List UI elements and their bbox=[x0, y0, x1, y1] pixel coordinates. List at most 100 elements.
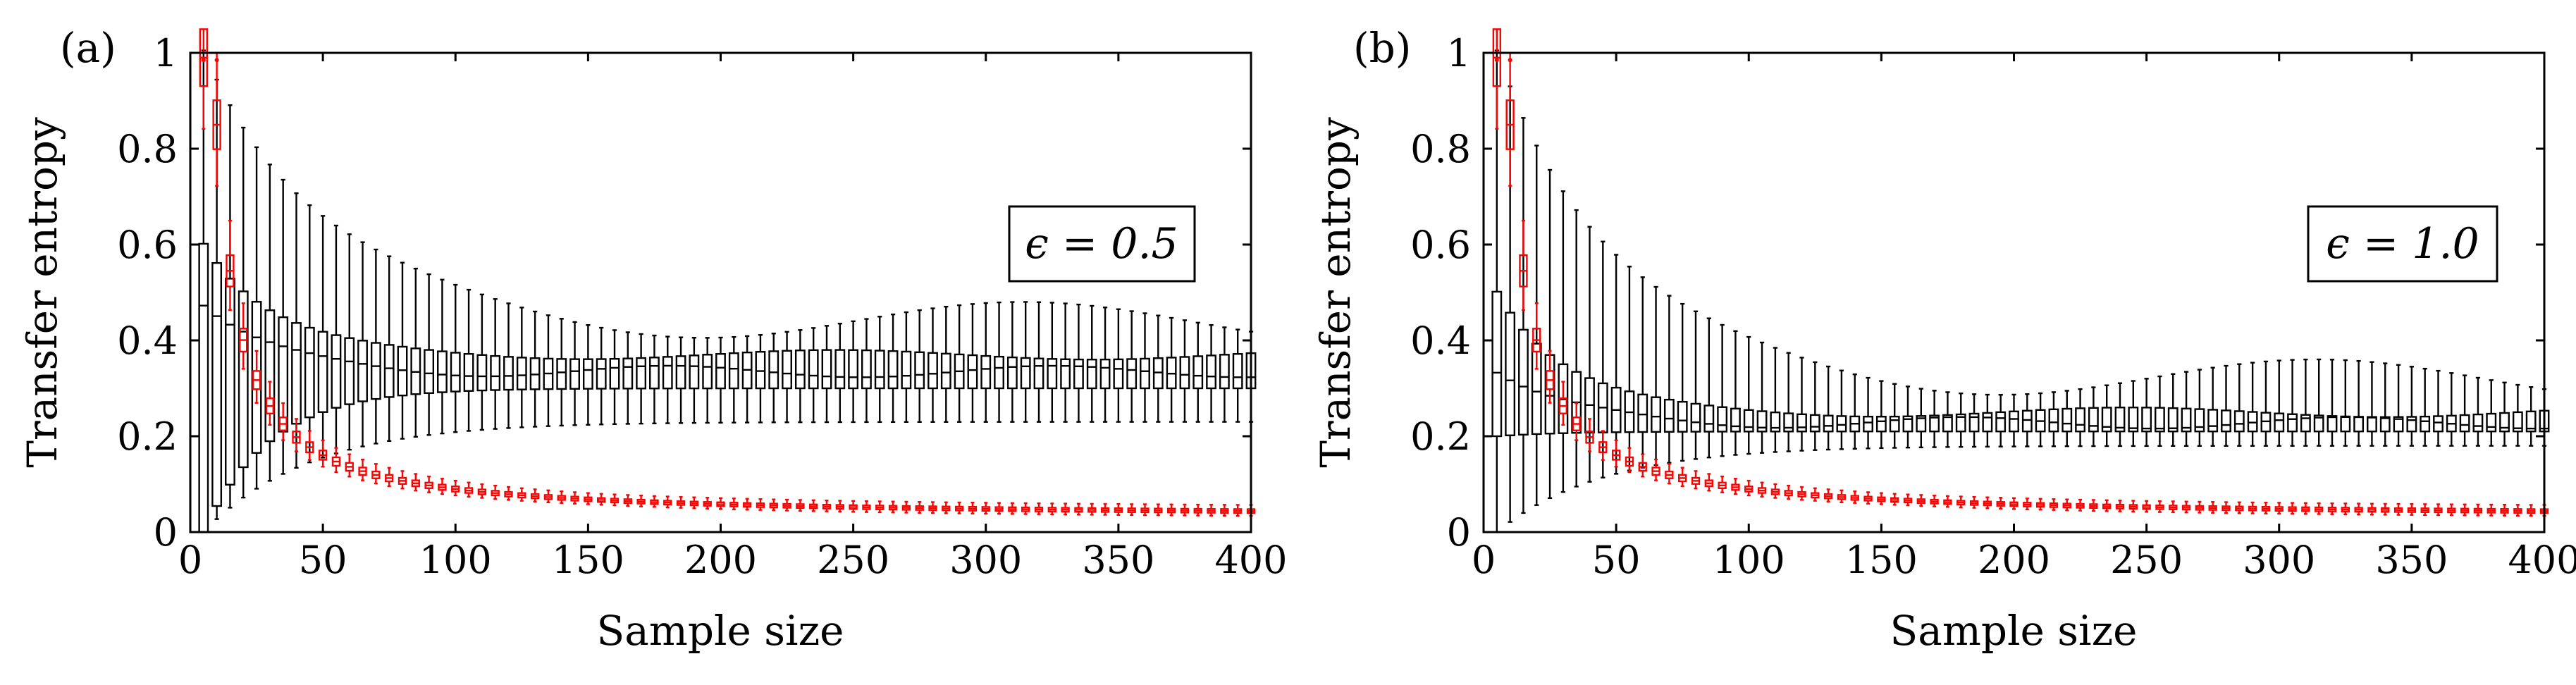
x-tick-label: 150 bbox=[552, 538, 624, 582]
black-box-85 bbox=[1703, 317, 1715, 459]
red-box-300 bbox=[2274, 502, 2284, 515]
black-box-140 bbox=[556, 318, 567, 427]
black-box-250 bbox=[2141, 378, 2152, 448]
panel-b-annotation-box bbox=[2307, 205, 2498, 283]
red-box-170 bbox=[1930, 494, 1939, 507]
panel-b-annotation: ϵ = 1.0 bbox=[2326, 219, 2479, 269]
panel-a-xlabel: Sample size bbox=[597, 607, 844, 655]
black-box-345 bbox=[1099, 307, 1111, 423]
panel-b-label: (b) bbox=[1353, 24, 1411, 72]
black-box-375 bbox=[2472, 376, 2484, 447]
black-box-225 bbox=[782, 331, 792, 424]
red-box-135 bbox=[1837, 489, 1847, 504]
black-box-270 bbox=[2194, 369, 2205, 447]
red-box-230 bbox=[2089, 499, 2098, 512]
black-box-305 bbox=[994, 301, 1004, 423]
panel-a-annotation-box bbox=[1008, 205, 1196, 283]
black-box-135 bbox=[543, 314, 554, 427]
panel-a-label: (a) bbox=[60, 24, 116, 72]
red-box-335 bbox=[2367, 502, 2377, 516]
red-box-340 bbox=[1087, 502, 1097, 516]
x-tick-label: 200 bbox=[1978, 538, 2050, 582]
x-tick-label: 400 bbox=[1214, 538, 1287, 582]
red-box-40 bbox=[1585, 418, 1594, 452]
red-box-265 bbox=[2181, 500, 2191, 514]
black-box-295 bbox=[967, 303, 978, 423]
red-box-245 bbox=[2128, 500, 2138, 513]
black-box-145 bbox=[1863, 376, 1873, 450]
red-box-15 bbox=[226, 219, 235, 311]
red-box-355 bbox=[2420, 503, 2429, 517]
red-box-80 bbox=[1691, 470, 1701, 490]
black-box-215 bbox=[2048, 391, 2059, 448]
black-box-150 bbox=[582, 323, 593, 426]
black-box-365 bbox=[1152, 314, 1164, 423]
black-box-200 bbox=[715, 336, 726, 424]
panel-a-ticks: 0 50 100 150 200 250 300 350 400 0 0.2 0.4 0.6 0.8 1 bbox=[117, 31, 1287, 582]
black-box-335 bbox=[1073, 303, 1084, 423]
black-box-370 bbox=[1166, 316, 1177, 423]
black-box-385 bbox=[1206, 323, 1216, 423]
red-box-45 bbox=[1598, 430, 1608, 461]
x-tick-label: 0 bbox=[1472, 538, 1496, 582]
black-box-30 bbox=[1558, 190, 1569, 493]
red-box-360 bbox=[2434, 503, 2443, 517]
x-tick-label: 50 bbox=[299, 538, 347, 582]
red-box-220 bbox=[769, 498, 778, 512]
x-tick-label: 300 bbox=[949, 538, 1022, 582]
x-tick-label: 200 bbox=[684, 538, 757, 582]
black-box-70 bbox=[370, 248, 381, 445]
y-tick-label: 0.6 bbox=[1410, 223, 1471, 267]
black-box-340 bbox=[2379, 362, 2391, 447]
red-box-95 bbox=[1731, 478, 1740, 495]
black-box-100 bbox=[450, 283, 461, 433]
black-box-300 bbox=[980, 302, 992, 423]
black-box-165 bbox=[1916, 388, 1927, 449]
red-box-270 bbox=[901, 500, 911, 514]
red-box-370 bbox=[2460, 503, 2470, 517]
red-box-375 bbox=[2473, 503, 2483, 517]
black-box-190 bbox=[1982, 393, 1993, 448]
red-box-120 bbox=[504, 486, 513, 501]
red-box-70 bbox=[371, 463, 381, 485]
y-tick-label: 0.2 bbox=[117, 414, 178, 459]
black-box-125 bbox=[1809, 361, 1820, 451]
red-box-255 bbox=[2155, 500, 2164, 513]
red-box-60 bbox=[345, 453, 354, 478]
red-box-35 bbox=[278, 402, 288, 441]
red-box-90 bbox=[1718, 475, 1727, 493]
black-box-380 bbox=[2486, 379, 2497, 447]
red-box-185 bbox=[1969, 495, 1979, 509]
red-box-235 bbox=[2102, 499, 2112, 512]
black-box-90 bbox=[1717, 323, 1728, 457]
red-box-110 bbox=[477, 483, 487, 499]
black-box-100 bbox=[1743, 335, 1754, 455]
x-tick-label: 50 bbox=[1592, 538, 1641, 582]
black-box-230 bbox=[2088, 386, 2099, 448]
y-tick-label: 0.8 bbox=[1410, 127, 1471, 171]
black-box-250 bbox=[848, 320, 859, 424]
black-box-290 bbox=[954, 304, 965, 423]
black-box-325 bbox=[1047, 302, 1058, 423]
black-box-285 bbox=[2233, 363, 2245, 447]
red-box-315 bbox=[2315, 502, 2324, 515]
red-outlier bbox=[214, 58, 219, 63]
red-box-175 bbox=[1943, 495, 1952, 508]
red-box-385 bbox=[2500, 503, 2509, 517]
black-box-25 bbox=[1544, 168, 1555, 500]
red-box-395 bbox=[1233, 504, 1243, 517]
red-box-55 bbox=[1625, 447, 1634, 474]
black-box-255 bbox=[861, 318, 872, 424]
black-box-155 bbox=[596, 326, 607, 426]
black-box-175 bbox=[649, 334, 660, 425]
black-box-85 bbox=[410, 267, 421, 438]
black-box-280 bbox=[928, 307, 938, 423]
black-box-330 bbox=[1060, 302, 1071, 423]
black-box-60 bbox=[1637, 276, 1648, 469]
red-box-40 bbox=[292, 418, 301, 452]
red-box-85 bbox=[411, 473, 420, 492]
red-box-70 bbox=[1665, 463, 1674, 485]
black-box-380 bbox=[1193, 321, 1204, 423]
red-box-140 bbox=[1850, 490, 1859, 504]
